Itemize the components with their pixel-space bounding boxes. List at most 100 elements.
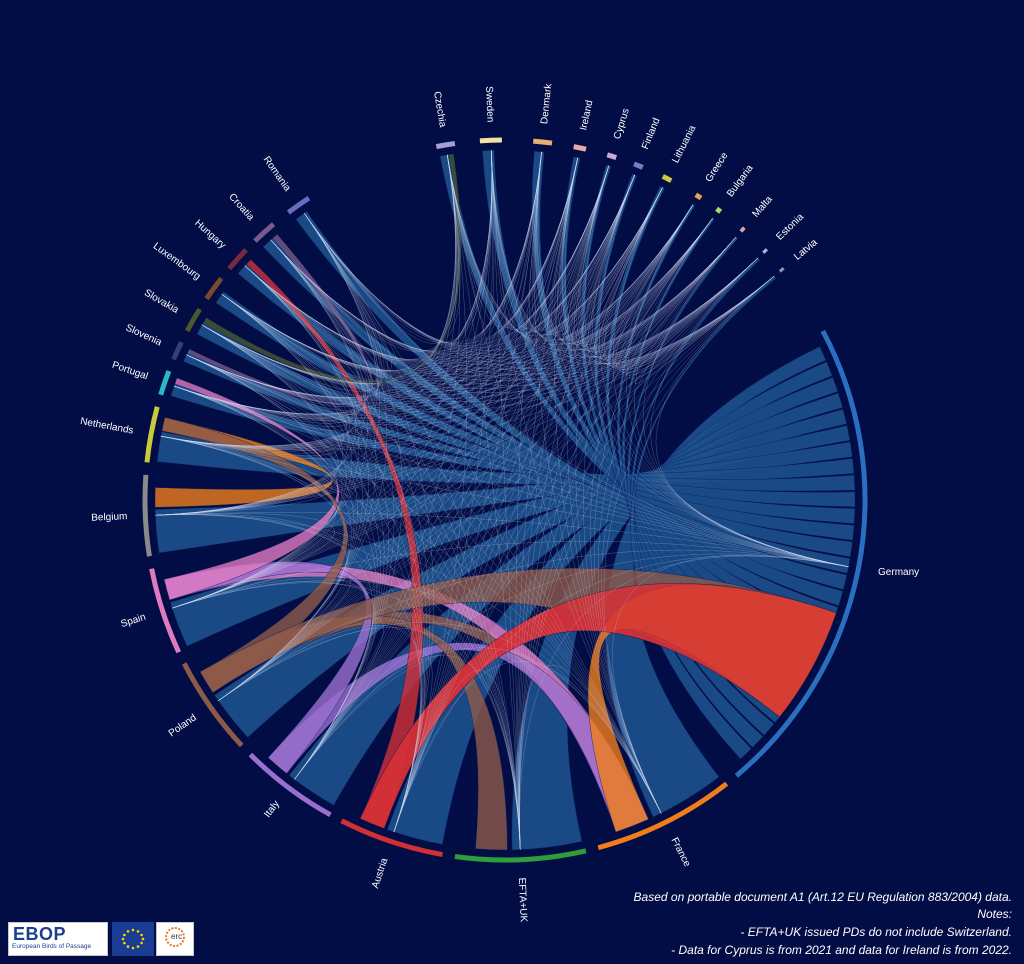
- group-arc-romania: [286, 195, 311, 215]
- chord-line: [221, 276, 775, 393]
- chord-line: [294, 257, 758, 780]
- group-label-czechia: Czechia: [431, 91, 448, 129]
- chord-line: [218, 265, 369, 701]
- chord-line: [218, 257, 758, 701]
- chord-line: [160, 435, 662, 814]
- group-label-luxembourg: Luxembourg: [151, 241, 202, 283]
- chord-line: [598, 236, 737, 814]
- chord-line: [218, 622, 662, 814]
- chord-line: [155, 512, 849, 568]
- chord-line: [491, 150, 662, 814]
- chord-line: [221, 157, 579, 372]
- chord-line: [625, 236, 758, 375]
- chord-line: [218, 218, 713, 701]
- chord-line: [567, 165, 662, 814]
- chord-line: [244, 257, 758, 382]
- chord-line: [270, 218, 713, 366]
- group-label-sweden: Sweden: [483, 86, 495, 123]
- chord-line: [270, 239, 521, 850]
- chord-line: [160, 435, 849, 568]
- chord-line: [218, 174, 635, 701]
- group-label-lithuania: Lithuania: [670, 123, 698, 165]
- chord-line: [294, 655, 521, 850]
- chord-line: [393, 165, 610, 832]
- chord-line: [590, 187, 694, 349]
- chord-line: [172, 151, 542, 609]
- chord-line: [186, 157, 579, 399]
- source-note: Based on portable document A1 (Art.12 EU…: [633, 890, 1012, 904]
- chord-line: [304, 157, 579, 345]
- chord-line: [491, 150, 758, 358]
- chord-line: [519, 276, 775, 850]
- chord-line: [186, 354, 379, 780]
- chord-line: [172, 294, 353, 609]
- group-arc-lithuania: [661, 174, 673, 183]
- chord-line: [160, 236, 737, 449]
- chord-line: [304, 150, 493, 343]
- group-arc-slovenia: [171, 341, 184, 361]
- chord-line: [393, 236, 737, 832]
- chord-line: [393, 661, 662, 832]
- chord-line: [201, 324, 358, 701]
- chord-line: [201, 324, 521, 850]
- group-label-spain: Spain: [120, 612, 148, 630]
- chord-line: [173, 385, 662, 814]
- chord-line: [562, 157, 775, 365]
- chord-line: [201, 187, 663, 388]
- chord-line: [155, 514, 662, 814]
- chord-line: [515, 151, 542, 850]
- chord-line: [221, 294, 662, 814]
- chord-line: [244, 239, 382, 377]
- chord-line: [186, 204, 694, 403]
- chord-line: [218, 276, 775, 701]
- chord-line: [201, 150, 493, 384]
- chord-line: [201, 324, 424, 832]
- ribbon-poland-netherlands: [161, 417, 349, 693]
- chord-line: [294, 154, 460, 780]
- chord-line: [155, 514, 421, 832]
- group-arc-greece: [694, 192, 703, 201]
- chord-line: [575, 174, 663, 341]
- group-label-croatia: Croatia: [226, 192, 256, 224]
- chord-line: [221, 257, 758, 390]
- chord-line: [304, 174, 635, 348]
- chord-line: [173, 213, 381, 419]
- chord-line: [393, 174, 635, 832]
- ebop-logo: EBOP European Birds of Passage: [8, 922, 108, 956]
- chord-line: [218, 239, 377, 701]
- group-arc-portugal: [158, 370, 172, 396]
- chord-line: [221, 218, 713, 382]
- chord-line: [270, 174, 635, 356]
- chord-line: [244, 187, 663, 367]
- chord-line: [519, 555, 849, 850]
- chord-line: [612, 554, 849, 814]
- chord-line: [655, 276, 849, 568]
- chord-line: [172, 187, 663, 609]
- chord-line: [186, 354, 662, 814]
- chord-line: [172, 157, 579, 609]
- chord-line: [172, 218, 713, 609]
- chord-line: [218, 624, 426, 832]
- chord-line: [160, 435, 349, 701]
- chord-line: [393, 276, 775, 832]
- chord-line: [218, 187, 663, 701]
- chord-line: [160, 174, 635, 447]
- chord-line: [294, 150, 493, 780]
- chord-line: [186, 354, 521, 850]
- chord-line: [173, 276, 775, 425]
- erc-logo: erc: [156, 922, 194, 956]
- chord-line: [393, 157, 579, 832]
- group-arc-slovakia: [184, 307, 202, 333]
- chord-line: [186, 150, 493, 398]
- chord-line: [155, 257, 758, 516]
- chord-line: [554, 157, 662, 814]
- chord-line: [304, 165, 610, 346]
- chord-line: [172, 324, 347, 609]
- group-label-austria: Austria: [370, 856, 390, 889]
- chord-line: [186, 151, 542, 398]
- chord-line: [446, 154, 662, 814]
- chord-line: [270, 151, 542, 352]
- chord-line: [294, 218, 713, 780]
- chord-line: [547, 157, 610, 332]
- chord-line: [562, 165, 635, 336]
